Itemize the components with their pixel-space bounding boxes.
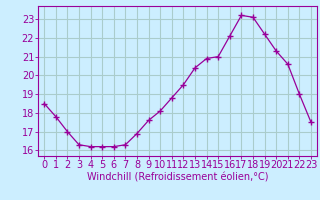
X-axis label: Windchill (Refroidissement éolien,°C): Windchill (Refroidissement éolien,°C) [87,173,268,183]
